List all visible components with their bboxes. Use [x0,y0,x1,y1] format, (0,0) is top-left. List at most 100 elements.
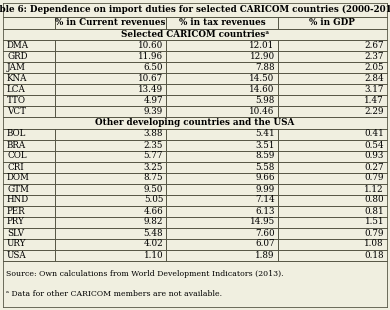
Text: 5.05: 5.05 [144,196,163,205]
Text: 1.12: 1.12 [364,184,384,193]
Bar [3,260,387,307]
Text: 10.60: 10.60 [138,41,163,50]
Text: ᵃ Data for other CARICOM members are not available.: ᵃ Data for other CARICOM members are not… [6,290,222,298]
Text: 4.66: 4.66 [144,206,163,215]
Text: 1.47: 1.47 [364,96,384,105]
Bar [3,3,387,16]
Text: 5.41: 5.41 [255,130,275,139]
Text: Selected CARICOM countriesᵃ: Selected CARICOM countriesᵃ [121,30,269,39]
Text: 14.50: 14.50 [249,74,275,83]
Text: 0.81: 0.81 [364,206,384,215]
Text: Table 6: Dependence on import duties for selected CARICOM countries (2000-2011): Table 6: Dependence on import duties for… [0,5,390,14]
Text: 1.51: 1.51 [365,218,384,227]
Bar [3,95,387,106]
Text: 6.13: 6.13 [255,206,275,215]
Text: 9.66: 9.66 [255,174,275,183]
Text: 12.01: 12.01 [249,41,275,50]
Bar [3,84,387,95]
Text: 3.25: 3.25 [144,162,163,171]
Text: 4.97: 4.97 [144,96,163,105]
Text: 3.88: 3.88 [144,130,163,139]
Text: 8.75: 8.75 [144,174,163,183]
Text: 3.51: 3.51 [255,140,275,149]
Text: TTO: TTO [7,96,26,105]
Text: 11.96: 11.96 [138,52,163,61]
Text: 0.54: 0.54 [364,140,384,149]
Bar [3,16,387,29]
Text: 13.49: 13.49 [138,85,163,94]
Text: GTM: GTM [7,184,29,193]
Text: 0.80: 0.80 [364,196,384,205]
Text: PRY: PRY [7,218,25,227]
Text: URY: URY [7,240,27,249]
Text: DOM: DOM [7,174,30,183]
Text: 14.60: 14.60 [249,85,275,94]
Text: Source: Own calculations from World Development Indicators (2013).: Source: Own calculations from World Deve… [6,269,284,277]
Text: SLV: SLV [7,228,24,237]
Bar [3,106,387,117]
Text: 7.88: 7.88 [255,63,275,72]
Bar [3,117,387,129]
Text: 9.82: 9.82 [144,218,163,227]
Text: 6.50: 6.50 [144,63,163,72]
Text: 9.50: 9.50 [144,184,163,193]
Text: PER: PER [7,206,26,215]
Text: JAM: JAM [7,63,26,72]
Text: 1.10: 1.10 [144,250,163,259]
Text: 5.77: 5.77 [144,152,163,161]
Bar [3,172,387,184]
Text: LCA: LCA [7,85,26,94]
Text: VCT: VCT [7,107,26,116]
Text: Other developing countries and the USA: Other developing countries and the USA [96,118,294,127]
Bar [3,184,387,194]
Bar [3,250,387,260]
Text: 0.79: 0.79 [365,174,384,183]
Text: CRI: CRI [7,162,24,171]
Bar [3,150,387,162]
Text: 2.05: 2.05 [365,63,384,72]
Text: 2.37: 2.37 [365,52,384,61]
Bar [3,40,387,51]
Text: KNA: KNA [7,74,28,83]
Bar [3,62,387,73]
Text: BOL: BOL [7,130,27,139]
Text: 10.67: 10.67 [138,74,163,83]
Text: 6.07: 6.07 [255,240,275,249]
Text: 9.99: 9.99 [255,184,275,193]
Text: 8.59: 8.59 [255,152,275,161]
Bar [3,194,387,206]
Bar [3,206,387,216]
Text: 0.27: 0.27 [364,162,384,171]
Text: 5.58: 5.58 [255,162,275,171]
Bar [3,29,387,40]
Text: 2.35: 2.35 [144,140,163,149]
Text: 12.90: 12.90 [250,52,275,61]
Text: 10.46: 10.46 [249,107,275,116]
Text: 1.89: 1.89 [255,250,275,259]
Text: 0.93: 0.93 [365,152,384,161]
Text: 3.17: 3.17 [365,85,384,94]
Text: 4.02: 4.02 [144,240,163,249]
Bar [3,73,387,84]
Text: 9.39: 9.39 [144,107,163,116]
Bar [3,129,387,140]
Text: GRD: GRD [7,52,28,61]
Text: USA: USA [7,250,27,259]
Text: 2.84: 2.84 [364,74,384,83]
Bar [3,228,387,238]
Text: 14.95: 14.95 [250,218,275,227]
Text: 7.60: 7.60 [255,228,275,237]
Text: 5.48: 5.48 [144,228,163,237]
Bar [3,140,387,150]
Text: DMA: DMA [7,41,29,50]
Text: % in GDP: % in GDP [309,18,355,27]
Text: 2.29: 2.29 [365,107,384,116]
Text: HND: HND [7,196,29,205]
Text: % in Current revenues: % in Current revenues [55,18,166,27]
Text: 1.08: 1.08 [364,240,384,249]
Bar [3,51,387,62]
Text: BRA: BRA [7,140,26,149]
Text: 0.41: 0.41 [364,130,384,139]
Bar [3,162,387,172]
Bar [3,238,387,250]
